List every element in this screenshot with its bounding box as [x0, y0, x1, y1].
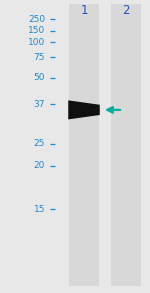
- Text: 100: 100: [28, 38, 45, 47]
- Bar: [111, 4, 141, 286]
- Text: 1: 1: [80, 4, 88, 16]
- Text: 15: 15: [33, 205, 45, 214]
- Text: 50: 50: [33, 73, 45, 82]
- Text: 25: 25: [34, 139, 45, 148]
- Text: 20: 20: [34, 161, 45, 170]
- Text: 75: 75: [33, 53, 45, 62]
- Text: 150: 150: [28, 26, 45, 35]
- Text: 250: 250: [28, 15, 45, 23]
- Text: 37: 37: [33, 100, 45, 108]
- Text: 2: 2: [122, 4, 130, 16]
- Bar: [69, 4, 99, 286]
- Polygon shape: [68, 100, 100, 120]
